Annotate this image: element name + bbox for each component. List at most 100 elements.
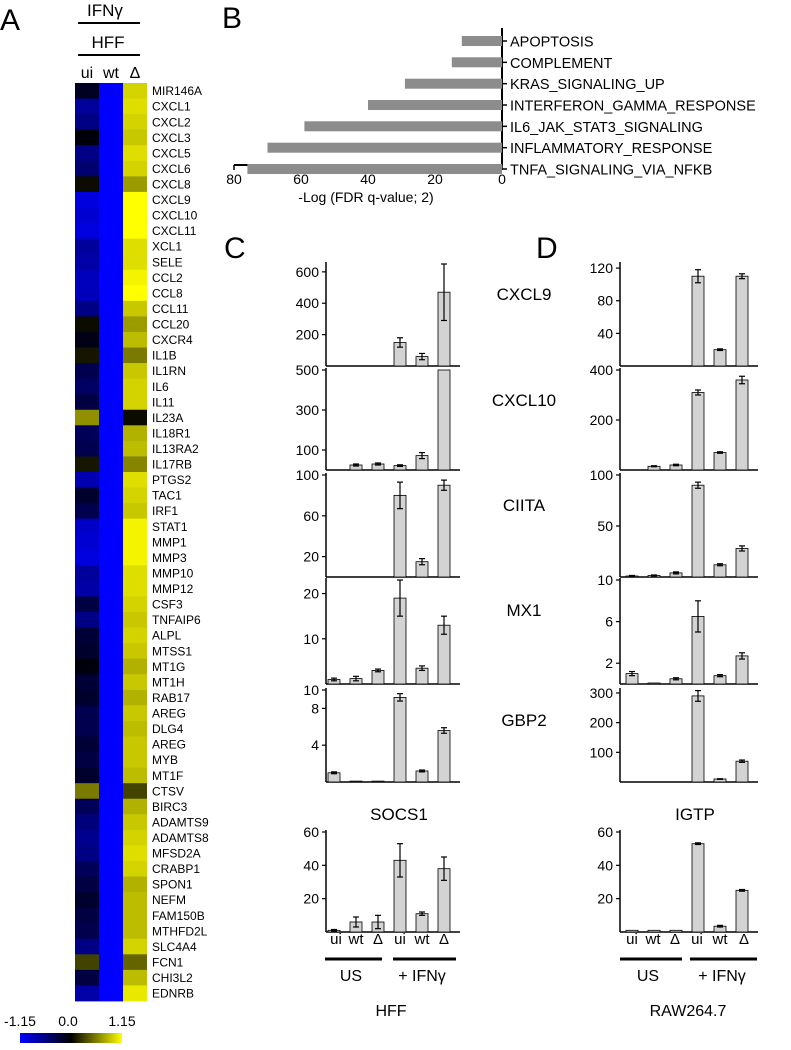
heatmap-cell <box>123 487 147 504</box>
heatmap-gene-label: IL1B <box>152 349 177 363</box>
heatmap-cell <box>123 689 147 706</box>
panel-d-bar <box>625 929 639 933</box>
panel-c-bar <box>437 484 451 578</box>
heatmap-gene-label: XCL1 <box>152 240 182 254</box>
heatmap-cell <box>99 627 123 644</box>
heatmap-gene-label: MMP12 <box>152 582 194 596</box>
heatmap-gene-label: BIRC3 <box>152 800 188 814</box>
heatmap-cell <box>99 269 123 286</box>
heatmap-gene-label: IL6 <box>152 380 169 394</box>
heatmap-cell <box>123 503 147 520</box>
heatmap-gene-label: CSF3 <box>152 598 183 612</box>
heatmap-cell <box>123 409 147 426</box>
heatmap-cell <box>99 705 123 722</box>
heatmap-cell <box>75 378 99 395</box>
heatmap-cell <box>99 580 123 597</box>
heatmap-cell <box>123 752 147 769</box>
panel-b-chart: 80 60 40 20 0 APOPTOSIS COMPLEMENT KRAS_SIGNALI… <box>226 28 756 187</box>
heatmap-gene-label: MTSS1 <box>152 644 192 658</box>
panel-d-bar <box>691 392 705 471</box>
panel-c-y-tick-label: 60 <box>303 508 319 524</box>
panel-d-bar <box>691 484 705 578</box>
panel-d-y-tick-label: 10 <box>597 572 613 588</box>
heatmap-cell <box>99 596 123 613</box>
heatmap-cell <box>99 907 123 924</box>
panel-d-bar <box>691 695 705 783</box>
panel-d-bar <box>713 349 727 367</box>
heatmap-cell <box>123 720 147 737</box>
heatmap-col-wt: wt <box>102 65 120 82</box>
panel-b-category-label: TNFA_SIGNALING_VIA_NFKB <box>510 163 712 179</box>
heatmap-cell <box>99 783 123 800</box>
heatmap-cell <box>99 394 123 411</box>
panel-b-x-tick-label: 20 <box>427 171 443 187</box>
panel-b-x-tick-label: 40 <box>360 171 376 187</box>
panel-c-group-labels: ui wt Δ ui wt Δ US + IFNγ HFF <box>325 931 456 1020</box>
panel-label-a: A <box>0 4 20 37</box>
heatmap-header-treatment: IFNγ <box>87 1 123 20</box>
heatmap-cell <box>123 923 147 940</box>
heatmap-cell <box>123 347 147 364</box>
heatmap-cell <box>123 331 147 348</box>
heatmap-cell <box>123 394 147 411</box>
panel-c-y-tick-label: 400 <box>296 295 320 311</box>
heatmap-cell <box>99 363 123 380</box>
heatmap-gene-label: SPON1 <box>152 878 193 892</box>
panel-d-bar <box>713 564 727 578</box>
panel-d-bar <box>735 275 749 367</box>
heatmap-cell <box>75 580 99 597</box>
panel-b-bar <box>404 78 503 89</box>
panel-c-charts: 200 400 600 CXCL9 100 300 500 CXCL10 20 60 100 CIIT… <box>296 262 556 933</box>
heatmap-cell <box>75 549 99 566</box>
heatmap-gene-label: CXCL5 <box>152 146 191 160</box>
panel-d-bar <box>735 760 749 783</box>
heatmap-cell <box>123 783 147 800</box>
panel-c-y-tick-label: 4 <box>311 737 319 753</box>
heatmap-cell <box>99 285 123 302</box>
panel-b-bar <box>461 36 502 46</box>
panel-c-us-label: US <box>340 968 362 985</box>
panel-d-y-tick-label: 400 <box>590 362 614 378</box>
panel-c-y-tick-label: 40 <box>303 857 319 873</box>
heatmap-cell <box>75 456 99 473</box>
heatmap-cell <box>123 285 147 302</box>
panel-c-ifn-label: + IFNγ <box>398 968 446 985</box>
heatmap-cell <box>99 440 123 457</box>
heatmap-cell <box>99 534 123 551</box>
heatmap-cell <box>75 503 99 520</box>
heatmap-cell <box>75 689 99 706</box>
heatmap-cell <box>75 969 99 986</box>
heatmap-cell <box>123 612 147 628</box>
panel-d-charts: 40 80 120 200 400 50 100 2 6 10 100 200 300 20 40 60 IGT… <box>590 260 758 933</box>
panel-b-category-label: INFLAMMATORY_RESPONSE <box>510 141 713 157</box>
heatmap-gene-label: CXCL9 <box>152 193 191 207</box>
heatmap-gene-label: SELE <box>152 255 183 269</box>
heatmap-cell <box>99 798 123 815</box>
heatmap-cell <box>75 425 99 442</box>
heatmap-gene-label: ALPL <box>152 629 182 643</box>
panel-b-category-label: KRAS_SIGNALING_UP <box>510 77 665 93</box>
heatmap-cell <box>99 658 123 675</box>
heatmap-cell <box>123 596 147 613</box>
heatmap-cell <box>75 643 99 660</box>
heatmap-cell <box>99 674 123 691</box>
panel-b-x-tick-label: 0 <box>498 171 506 187</box>
panel-d-y-tick-label: 100 <box>590 467 614 483</box>
heatmap-gene-label: STAT1 <box>152 520 188 534</box>
heatmap-gene-label: MMP10 <box>152 566 194 580</box>
heatmap-cell <box>75 612 99 628</box>
heatmap-gene-label: MMP3 <box>152 551 187 565</box>
heatmap-cell <box>75 627 99 644</box>
heatmap-gene-label: FAM150B <box>152 909 205 923</box>
heatmap-gene-label: ADAMTS9 <box>152 815 209 829</box>
heatmap-cell <box>75 160 99 177</box>
panel-d-bar <box>735 655 749 685</box>
panel-c-y-tick-label: 10 <box>303 682 319 698</box>
heatmap-cell <box>75 347 99 364</box>
heatmap-gene-label: NEFM <box>152 893 186 907</box>
heatmap-cell <box>75 331 99 348</box>
heatmap-cell <box>123 627 147 644</box>
heatmap-col-delta: Δ <box>130 65 141 82</box>
panel-c-bar <box>349 780 363 783</box>
heatmap-cell <box>123 534 147 551</box>
